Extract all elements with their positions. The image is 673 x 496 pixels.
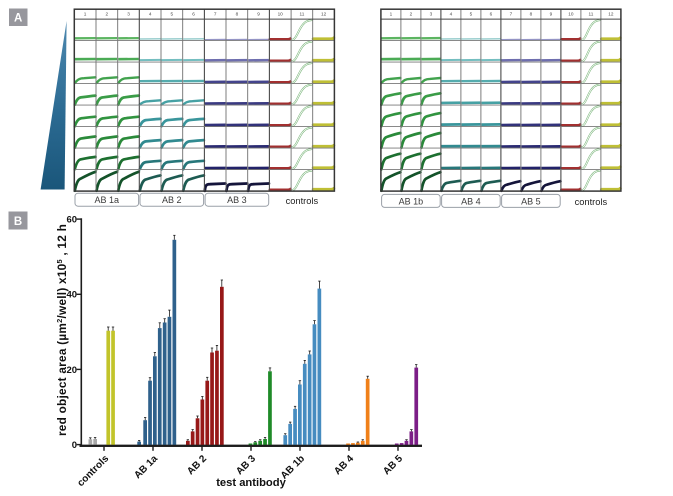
svg-text:AB 2: AB 2 [162, 195, 182, 205]
svg-text:B: B [14, 216, 22, 228]
svg-text:0: 0 [72, 440, 77, 451]
svg-text:12: 12 [608, 12, 614, 17]
svg-text:60: 60 [67, 215, 78, 226]
svg-text:3: 3 [127, 12, 130, 17]
svg-text:11: 11 [299, 12, 304, 17]
svg-text:12: 12 [321, 12, 327, 17]
svg-text:4: 4 [149, 12, 152, 17]
svg-text:2: 2 [105, 12, 108, 17]
svg-text:5: 5 [470, 12, 473, 17]
svg-text:test antibody: test antibody [216, 477, 286, 489]
svg-text:8: 8 [530, 12, 533, 17]
svg-text:controls: controls [575, 197, 608, 207]
svg-text:40: 40 [67, 290, 78, 301]
svg-text:AB 1a: AB 1a [95, 195, 120, 205]
svg-text:1: 1 [390, 12, 393, 17]
svg-text:AB 3: AB 3 [227, 195, 247, 205]
svg-text:controls: controls [286, 196, 319, 206]
svg-text:6: 6 [192, 12, 195, 17]
svg-text:10: 10 [278, 12, 284, 17]
svg-text:2: 2 [410, 12, 413, 17]
svg-text:6: 6 [490, 12, 493, 17]
svg-text:7: 7 [214, 12, 217, 17]
svg-text:7: 7 [510, 12, 513, 17]
svg-text:8: 8 [236, 12, 239, 17]
svg-text:11: 11 [588, 12, 593, 17]
svg-text:3: 3 [430, 12, 433, 17]
svg-text:AB 4: AB 4 [461, 196, 481, 206]
svg-text:10: 10 [568, 12, 574, 17]
svg-text:A: A [14, 13, 22, 25]
svg-text:4: 4 [450, 12, 453, 17]
svg-text:AB 1b: AB 1b [399, 196, 424, 206]
svg-text:red object area (µm2/well) x10: red object area (µm2/well) x105 , 12 h [55, 224, 69, 436]
svg-text:AB 5: AB 5 [521, 196, 541, 206]
svg-text:9: 9 [257, 12, 260, 17]
svg-text:9: 9 [550, 12, 553, 17]
svg-text:20: 20 [67, 365, 78, 376]
svg-text:1: 1 [84, 12, 87, 17]
svg-text:5: 5 [170, 12, 173, 17]
